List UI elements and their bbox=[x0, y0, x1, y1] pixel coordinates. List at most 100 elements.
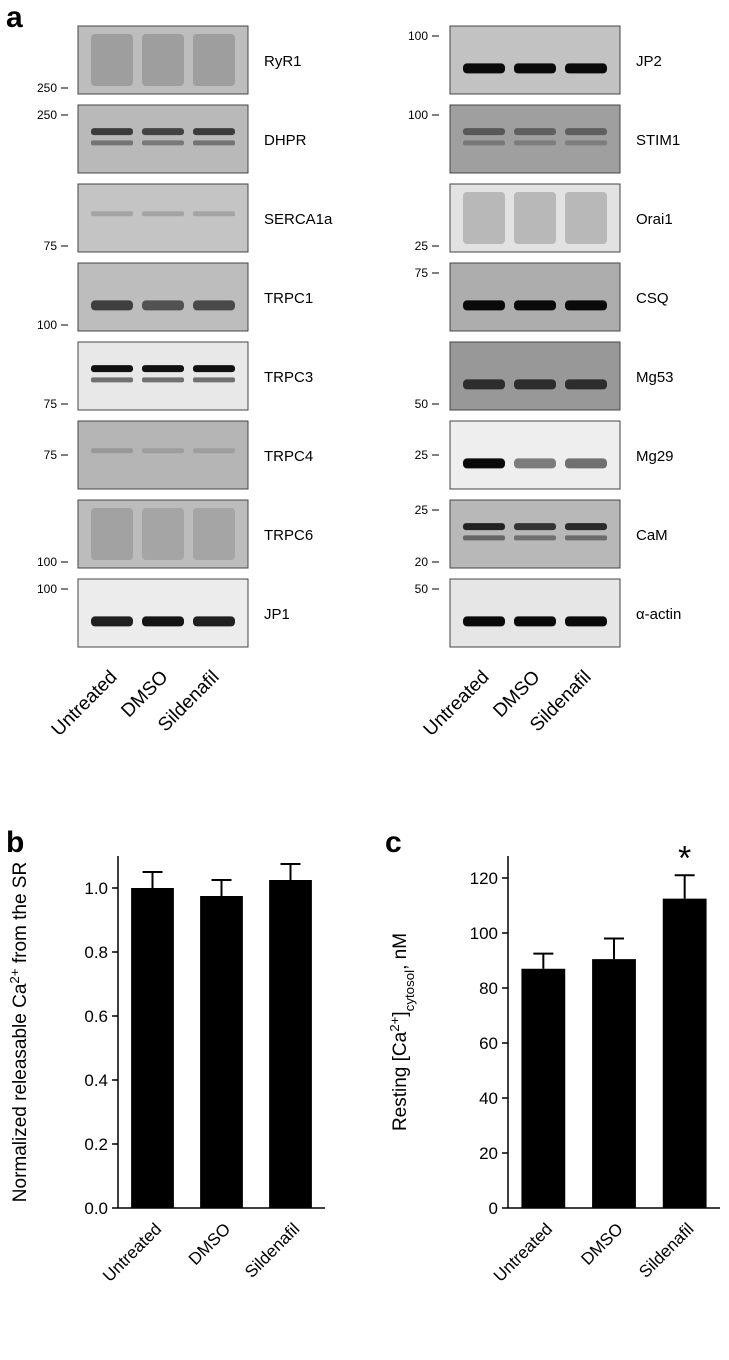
band bbox=[142, 616, 184, 627]
band-smear bbox=[565, 192, 607, 244]
blots-left-column: RyR1250DHPR250SERCA1a75TRPC1100TRPC375TR… bbox=[37, 25, 333, 648]
blot-name: Mg53 bbox=[636, 369, 674, 386]
chart-c: 0 20 40 60 80 100 120 Untreated DMSO * Sildenafil R… bbox=[387, 839, 720, 1286]
blot-panel bbox=[449, 25, 621, 95]
bar-untreated bbox=[521, 968, 566, 1208]
band bbox=[565, 128, 607, 136]
band bbox=[193, 140, 235, 146]
y-tick-label: 120 bbox=[470, 869, 498, 888]
blot-name: DHPR bbox=[264, 132, 307, 149]
blot-name: TRPC4 bbox=[264, 448, 313, 465]
bar-dmso bbox=[592, 959, 636, 1208]
mw-marker: 250 bbox=[37, 108, 57, 122]
y-tick-label: 0.6 bbox=[84, 1007, 108, 1026]
blot-actin: α-actin 50 bbox=[415, 578, 681, 648]
band bbox=[565, 300, 607, 311]
blot-panel bbox=[77, 104, 249, 174]
band bbox=[142, 300, 184, 311]
panel-a-label: a bbox=[6, 1, 23, 34]
band bbox=[193, 211, 235, 217]
mw-marker: 25 bbox=[415, 448, 429, 462]
blot-mg53: Mg53 50 bbox=[415, 341, 674, 411]
blot-name: SERCA1a bbox=[264, 211, 333, 228]
x-tick-label-untreated: Untreated bbox=[490, 1219, 556, 1285]
band bbox=[91, 377, 133, 383]
x-tick-label-dmso: DMSO bbox=[577, 1219, 626, 1268]
band bbox=[565, 63, 607, 74]
blot-csq: CSQ 75 bbox=[415, 262, 669, 332]
band bbox=[463, 458, 505, 469]
band bbox=[463, 535, 505, 541]
band bbox=[142, 448, 184, 454]
blot-panel bbox=[77, 25, 249, 95]
y-tick-label: 0.8 bbox=[84, 943, 108, 962]
bar-sildenafil bbox=[662, 898, 707, 1208]
mw-marker: 100 bbox=[37, 555, 57, 569]
band bbox=[142, 377, 184, 383]
blot-panel bbox=[449, 104, 621, 174]
mw-marker: 25 bbox=[415, 239, 429, 253]
band bbox=[91, 140, 133, 146]
band-smear bbox=[91, 508, 133, 560]
blot-name: Orai1 bbox=[636, 211, 673, 228]
band bbox=[91, 616, 133, 627]
blot-orai1: Orai1 25 bbox=[415, 183, 673, 253]
y-tick-label: 20 bbox=[479, 1144, 498, 1163]
blot-cam: CaM 25 20 bbox=[415, 499, 668, 569]
band bbox=[463, 616, 505, 627]
blot-serca1a: SERCA1a 75 bbox=[44, 183, 333, 253]
y-tick-label: 60 bbox=[479, 1034, 498, 1053]
y-tick-label: 80 bbox=[479, 979, 498, 998]
band-smear bbox=[193, 508, 235, 560]
bar-untreated bbox=[131, 888, 174, 1208]
blot-panel bbox=[77, 499, 249, 569]
y-axis-label: Resting [Ca2+]cytosol, nM bbox=[387, 933, 417, 1131]
band bbox=[514, 458, 556, 469]
y-tick-label: 40 bbox=[479, 1089, 498, 1108]
x-tick-label-sildenafil: Sildenafil bbox=[635, 1219, 697, 1281]
blot-panel bbox=[449, 420, 621, 490]
band-smear bbox=[91, 34, 133, 86]
band bbox=[142, 211, 184, 217]
band bbox=[463, 140, 505, 146]
blot-name: TRPC1 bbox=[264, 290, 313, 307]
blot-trpc4: TRPC4 75 bbox=[44, 420, 313, 490]
mw-marker: 50 bbox=[415, 582, 429, 596]
mw-marker: 50 bbox=[415, 397, 429, 411]
panel-b-label: b bbox=[6, 826, 24, 859]
band bbox=[463, 379, 505, 390]
band bbox=[463, 523, 505, 531]
blot-trpc3: TRPC3 75 bbox=[44, 341, 313, 411]
panel-c-label: c bbox=[385, 826, 402, 859]
mw-marker: 100 bbox=[37, 582, 57, 596]
band bbox=[565, 458, 607, 469]
blot-panel bbox=[449, 499, 621, 569]
x-tick-label-sildenafil: Sildenafil bbox=[241, 1219, 303, 1281]
blot-name: Mg29 bbox=[636, 448, 674, 465]
blot-mg29: Mg29 25 bbox=[415, 420, 674, 490]
band-smear bbox=[514, 192, 556, 244]
band bbox=[565, 523, 607, 531]
y-tick-label: 0.2 bbox=[84, 1135, 108, 1154]
y-tick-label: 100 bbox=[470, 924, 498, 943]
mw-marker: 75 bbox=[44, 239, 58, 253]
band bbox=[514, 140, 556, 146]
blot-panel bbox=[77, 262, 249, 332]
band bbox=[514, 379, 556, 390]
band bbox=[193, 300, 235, 311]
y-tick-label: 0.0 bbox=[84, 1199, 108, 1218]
band bbox=[193, 616, 235, 627]
mw-marker: 100 bbox=[408, 108, 428, 122]
band bbox=[91, 448, 133, 454]
blot-panel bbox=[449, 183, 621, 253]
significance-marker: * bbox=[678, 839, 691, 877]
band bbox=[565, 535, 607, 541]
chart-b: 0.0 0.2 0.4 0.6 0.8 1.0 Untreated DMSO Sildenafi… bbox=[7, 856, 325, 1286]
blot-panel bbox=[449, 262, 621, 332]
band bbox=[565, 140, 607, 146]
blot-panel bbox=[77, 183, 249, 253]
blot-jp2: JP2 100 bbox=[408, 25, 662, 95]
band bbox=[514, 128, 556, 136]
mw-marker: 75 bbox=[415, 266, 429, 280]
